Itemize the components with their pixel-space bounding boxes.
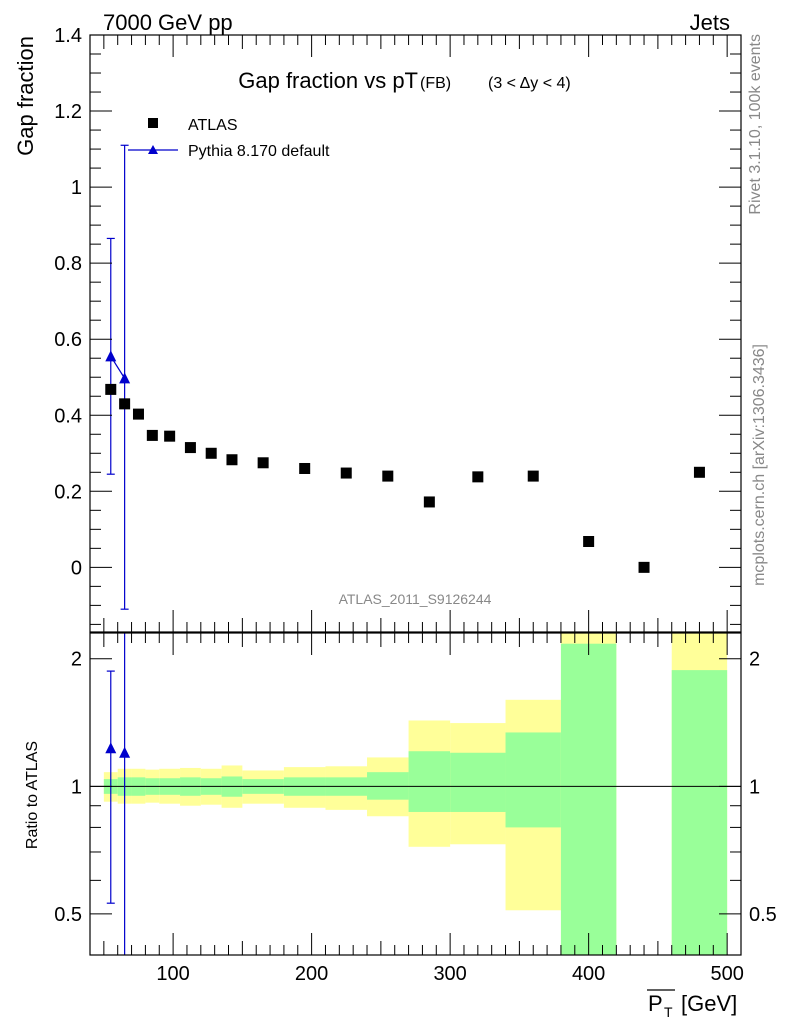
ratio-panel: 100 200 300 400 500 0.5 0.5 1 1 2 2 Ratio to ATLAS…	[24, 632, 777, 1020]
legend: ATLAS Pythia 8.170 default	[128, 117, 330, 160]
green-uncertainty-band	[408, 751, 451, 812]
atlas-data-point	[205, 447, 217, 459]
x-axis-label-unit: [GeV]	[681, 991, 737, 1016]
ratio-y-axis-label: Ratio to ATLAS	[24, 741, 41, 849]
ratio-y-tick-label: 0.5	[54, 904, 82, 926]
x-tick-label: 300	[433, 963, 466, 985]
atlas-data-point	[257, 457, 269, 469]
plot-title: Gap fraction vs pT	[238, 68, 418, 93]
y-axis-label: Gap fraction	[13, 36, 38, 156]
x-tick-label: 400	[572, 963, 605, 985]
atlas-data-point	[105, 383, 117, 395]
process-label: Jets	[690, 10, 730, 35]
ratio-y-tick-label: 1	[71, 776, 82, 798]
main-y-tick-label: 0.6	[54, 329, 82, 351]
main-y-tick-label: 1.2	[54, 101, 82, 123]
pythia-data-point	[105, 350, 117, 362]
legend-pythia-marker	[148, 145, 158, 154]
pythia-ratio-point	[119, 746, 131, 758]
main-y-tick-label: 0	[71, 557, 82, 579]
atlas-data-point	[119, 398, 131, 410]
atlas-data-point	[382, 470, 394, 482]
ratio-y-tick-label: 2	[71, 649, 82, 671]
atlas-data-point	[423, 496, 435, 508]
green-uncertainty-band	[560, 643, 617, 955]
ratio-y-tick-label-right: 2	[749, 649, 760, 671]
legend-atlas-label: ATLAS	[188, 117, 238, 134]
main-y-tick-label: 0.4	[54, 405, 82, 427]
x-axis-label-main: P	[648, 991, 663, 1016]
analysis-id: ATLAS_2011_S9126244	[339, 591, 492, 607]
pythia-data-point	[119, 372, 131, 384]
main-frame	[89, 34, 742, 633]
atlas-data-point	[638, 561, 650, 573]
main-y-tick-label: 1.4	[54, 25, 82, 47]
x-tick-label: 500	[710, 963, 743, 985]
main-ticks: 0 0.2 0.4 0.6 0.8 1 1.2 1.4	[54, 25, 741, 632]
main-panel: 00.20.40.60.811.21.4 Gap fraction vs pT …	[13, 25, 742, 633]
pythia-ratio-point	[105, 742, 117, 754]
atlas-data-point	[693, 466, 705, 478]
plot-title-range: (3 < Δy < 4)	[488, 75, 571, 92]
green-uncertainty-band	[450, 752, 506, 812]
ratio-y-tick-label-right: 1	[749, 776, 760, 798]
atlas-data-point	[226, 454, 238, 466]
rivet-label: Rivet 3.1.10, 100k events	[747, 34, 764, 215]
atlas-data-point	[583, 535, 595, 547]
green-uncertainty-band	[505, 732, 561, 828]
atlas-data-point	[184, 442, 196, 454]
green-uncertainty-band	[671, 670, 728, 955]
atlas-data-point	[340, 467, 352, 479]
x-tick-label: 200	[295, 963, 328, 985]
ratio-y-tick-label-right: 0.5	[749, 904, 777, 926]
mcplots-label: mcplots.cern.ch [arXiv:1306.3436]	[751, 344, 768, 586]
x-tick-label: 100	[156, 963, 189, 985]
x-axis-label-sub: T	[664, 1004, 673, 1020]
data-points	[105, 350, 705, 573]
energy-label: 7000 GeV pp	[103, 10, 233, 35]
legend-atlas-marker	[148, 118, 158, 128]
ratio-ticks: 100 200 300 400 500 0.5 0.5 1 1 2 2	[54, 633, 777, 985]
atlas-data-point	[472, 471, 484, 483]
uncertainty-bands	[103, 633, 728, 955]
x-axis-label: P T [GeV]	[647, 989, 737, 1020]
plot-title-sub: (FB)	[420, 75, 451, 92]
atlas-data-point	[527, 470, 539, 482]
main-y-tick-label: 0.8	[54, 253, 82, 275]
atlas-data-point	[146, 429, 158, 441]
ratio-frame	[89, 632, 742, 956]
main-y-tick-label: 1	[71, 177, 82, 199]
main-y-tick-label: 0.2	[54, 481, 82, 503]
atlas-data-point	[299, 462, 311, 474]
legend-pythia-label: Pythia 8.170 default	[188, 143, 330, 160]
ratio-points	[105, 633, 131, 955]
atlas-data-point	[132, 408, 144, 420]
atlas-data-point	[164, 430, 176, 442]
